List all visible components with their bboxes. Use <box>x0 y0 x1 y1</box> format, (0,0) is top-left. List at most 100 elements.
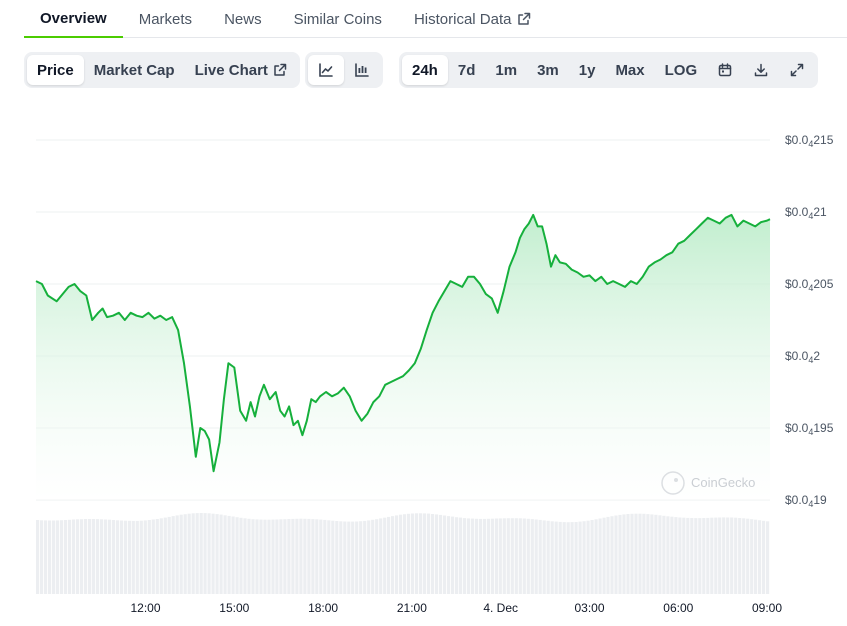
volume-bar <box>458 517 462 594</box>
volume-bar <box>602 517 606 594</box>
volume-bar <box>167 516 171 594</box>
line-chart-button[interactable] <box>308 55 344 85</box>
expand-button[interactable] <box>779 55 815 85</box>
volume-bar <box>59 520 64 594</box>
volume-bar <box>175 515 179 594</box>
volume-bar <box>195 513 199 594</box>
tab-news[interactable]: News <box>208 0 278 38</box>
volume-bar <box>335 521 339 594</box>
volume-bar <box>634 513 638 594</box>
volume-bar <box>682 517 686 594</box>
volume-bar <box>518 518 522 594</box>
volume-bar <box>135 520 139 594</box>
volume-bar <box>586 520 590 594</box>
volume-bar <box>415 513 419 594</box>
x-tick-label: 09:00 <box>752 601 782 615</box>
range-3m-button[interactable]: 3m <box>537 61 559 79</box>
volume-bar <box>375 519 379 594</box>
volume-bar <box>263 519 267 594</box>
candlestick-chart-button[interactable] <box>344 55 380 85</box>
volume-bar <box>482 518 486 594</box>
range-1y-button[interactable]: 1y <box>578 61 596 79</box>
volume-bar <box>139 520 143 594</box>
volume-bar <box>538 519 542 594</box>
volume-bar <box>243 518 247 594</box>
volume-bar <box>510 518 514 594</box>
volume-bar <box>383 517 387 594</box>
download-button[interactable] <box>743 55 779 85</box>
volume-bar <box>99 519 103 594</box>
volume-bar <box>63 520 68 594</box>
y-axis: $0.04215 $0.0421 $0.04205 $0.042 $0.04195 $0.… <box>785 133 834 509</box>
volume-bar <box>766 521 770 594</box>
volume-bar <box>87 519 92 594</box>
volume-bar <box>706 517 710 594</box>
volume-bar <box>303 518 307 594</box>
price-button[interactable]: Price <box>27 55 84 85</box>
volume-bar <box>171 516 175 594</box>
market-cap-button[interactable]: Market Cap <box>84 55 185 85</box>
volume-bar <box>562 522 566 594</box>
volume-bar <box>422 513 427 594</box>
y-tick-label: $0.04215 <box>785 133 834 149</box>
volume-bar <box>638 513 642 594</box>
volume-bar <box>606 516 610 594</box>
volume-bar <box>131 520 135 594</box>
y-tick-label: $0.04205 <box>785 277 834 293</box>
volume-bar <box>327 520 331 594</box>
range-max-button[interactable]: Max <box>615 61 645 79</box>
tab-overview[interactable]: Overview <box>24 0 123 38</box>
volume-bar <box>127 520 131 594</box>
volume-bar <box>251 519 255 594</box>
y-tick-label: $0.042 <box>785 349 820 365</box>
volume-bar <box>550 521 554 594</box>
volume-bar <box>367 520 371 594</box>
tab-markets[interactable]: Markets <box>123 0 208 38</box>
volume-bar <box>343 521 347 594</box>
volume-bar <box>718 517 722 594</box>
volume-bar <box>738 518 742 594</box>
download-icon <box>753 62 769 78</box>
volume-bar <box>283 519 287 594</box>
volume-bar <box>582 521 586 594</box>
y-tick-label: $0.04195 <box>785 421 834 437</box>
range-24h-button[interactable]: 24h <box>402 55 448 85</box>
volume-bar <box>55 520 60 594</box>
watermark-text: CoinGecko <box>691 475 755 490</box>
volume-bar <box>590 520 594 594</box>
x-tick-label: 12:00 <box>130 601 160 615</box>
metric-toggle-group: Price Market Cap Live Chart <box>24 52 300 88</box>
range-7d-button[interactable]: 7d <box>457 61 476 79</box>
tab-label: News <box>224 10 262 28</box>
range-log-button[interactable]: LOG <box>664 61 698 79</box>
volume-bar <box>726 517 730 594</box>
volume-bar <box>714 517 718 594</box>
volume-bar <box>534 519 538 594</box>
tab-historical-data[interactable]: Historical Data <box>398 0 548 38</box>
x-tick-label: 03:00 <box>574 601 604 615</box>
volume-bar <box>690 518 694 594</box>
volume-bar <box>379 518 383 594</box>
volume-bar <box>279 519 283 594</box>
volume-bar <box>750 519 754 594</box>
volume-bar <box>319 519 323 594</box>
volume-bar <box>163 517 167 594</box>
range-1m-button[interactable]: 1m <box>495 61 518 79</box>
volume-bar <box>355 521 359 594</box>
volume-bar <box>91 519 95 594</box>
volume-bar <box>498 518 502 594</box>
price-chart[interactable]: $0.04215 $0.0421 $0.04205 $0.042 $0.04195 $0.… <box>0 100 847 626</box>
volume-bar <box>52 520 56 594</box>
volume-bar <box>307 518 311 594</box>
live-chart-button[interactable]: Live Chart <box>185 55 297 85</box>
tab-similar-coins[interactable]: Similar Coins <box>278 0 398 38</box>
x-tick-label: 21:00 <box>397 601 427 615</box>
volume-bar <box>351 521 355 594</box>
calendar-icon <box>717 62 733 78</box>
volume-bar <box>267 519 271 594</box>
volume-bar <box>698 518 702 594</box>
volume-bar <box>147 520 151 594</box>
volume-bar <box>223 515 227 594</box>
volume-bar <box>295 518 299 594</box>
calendar-button[interactable] <box>707 55 743 85</box>
